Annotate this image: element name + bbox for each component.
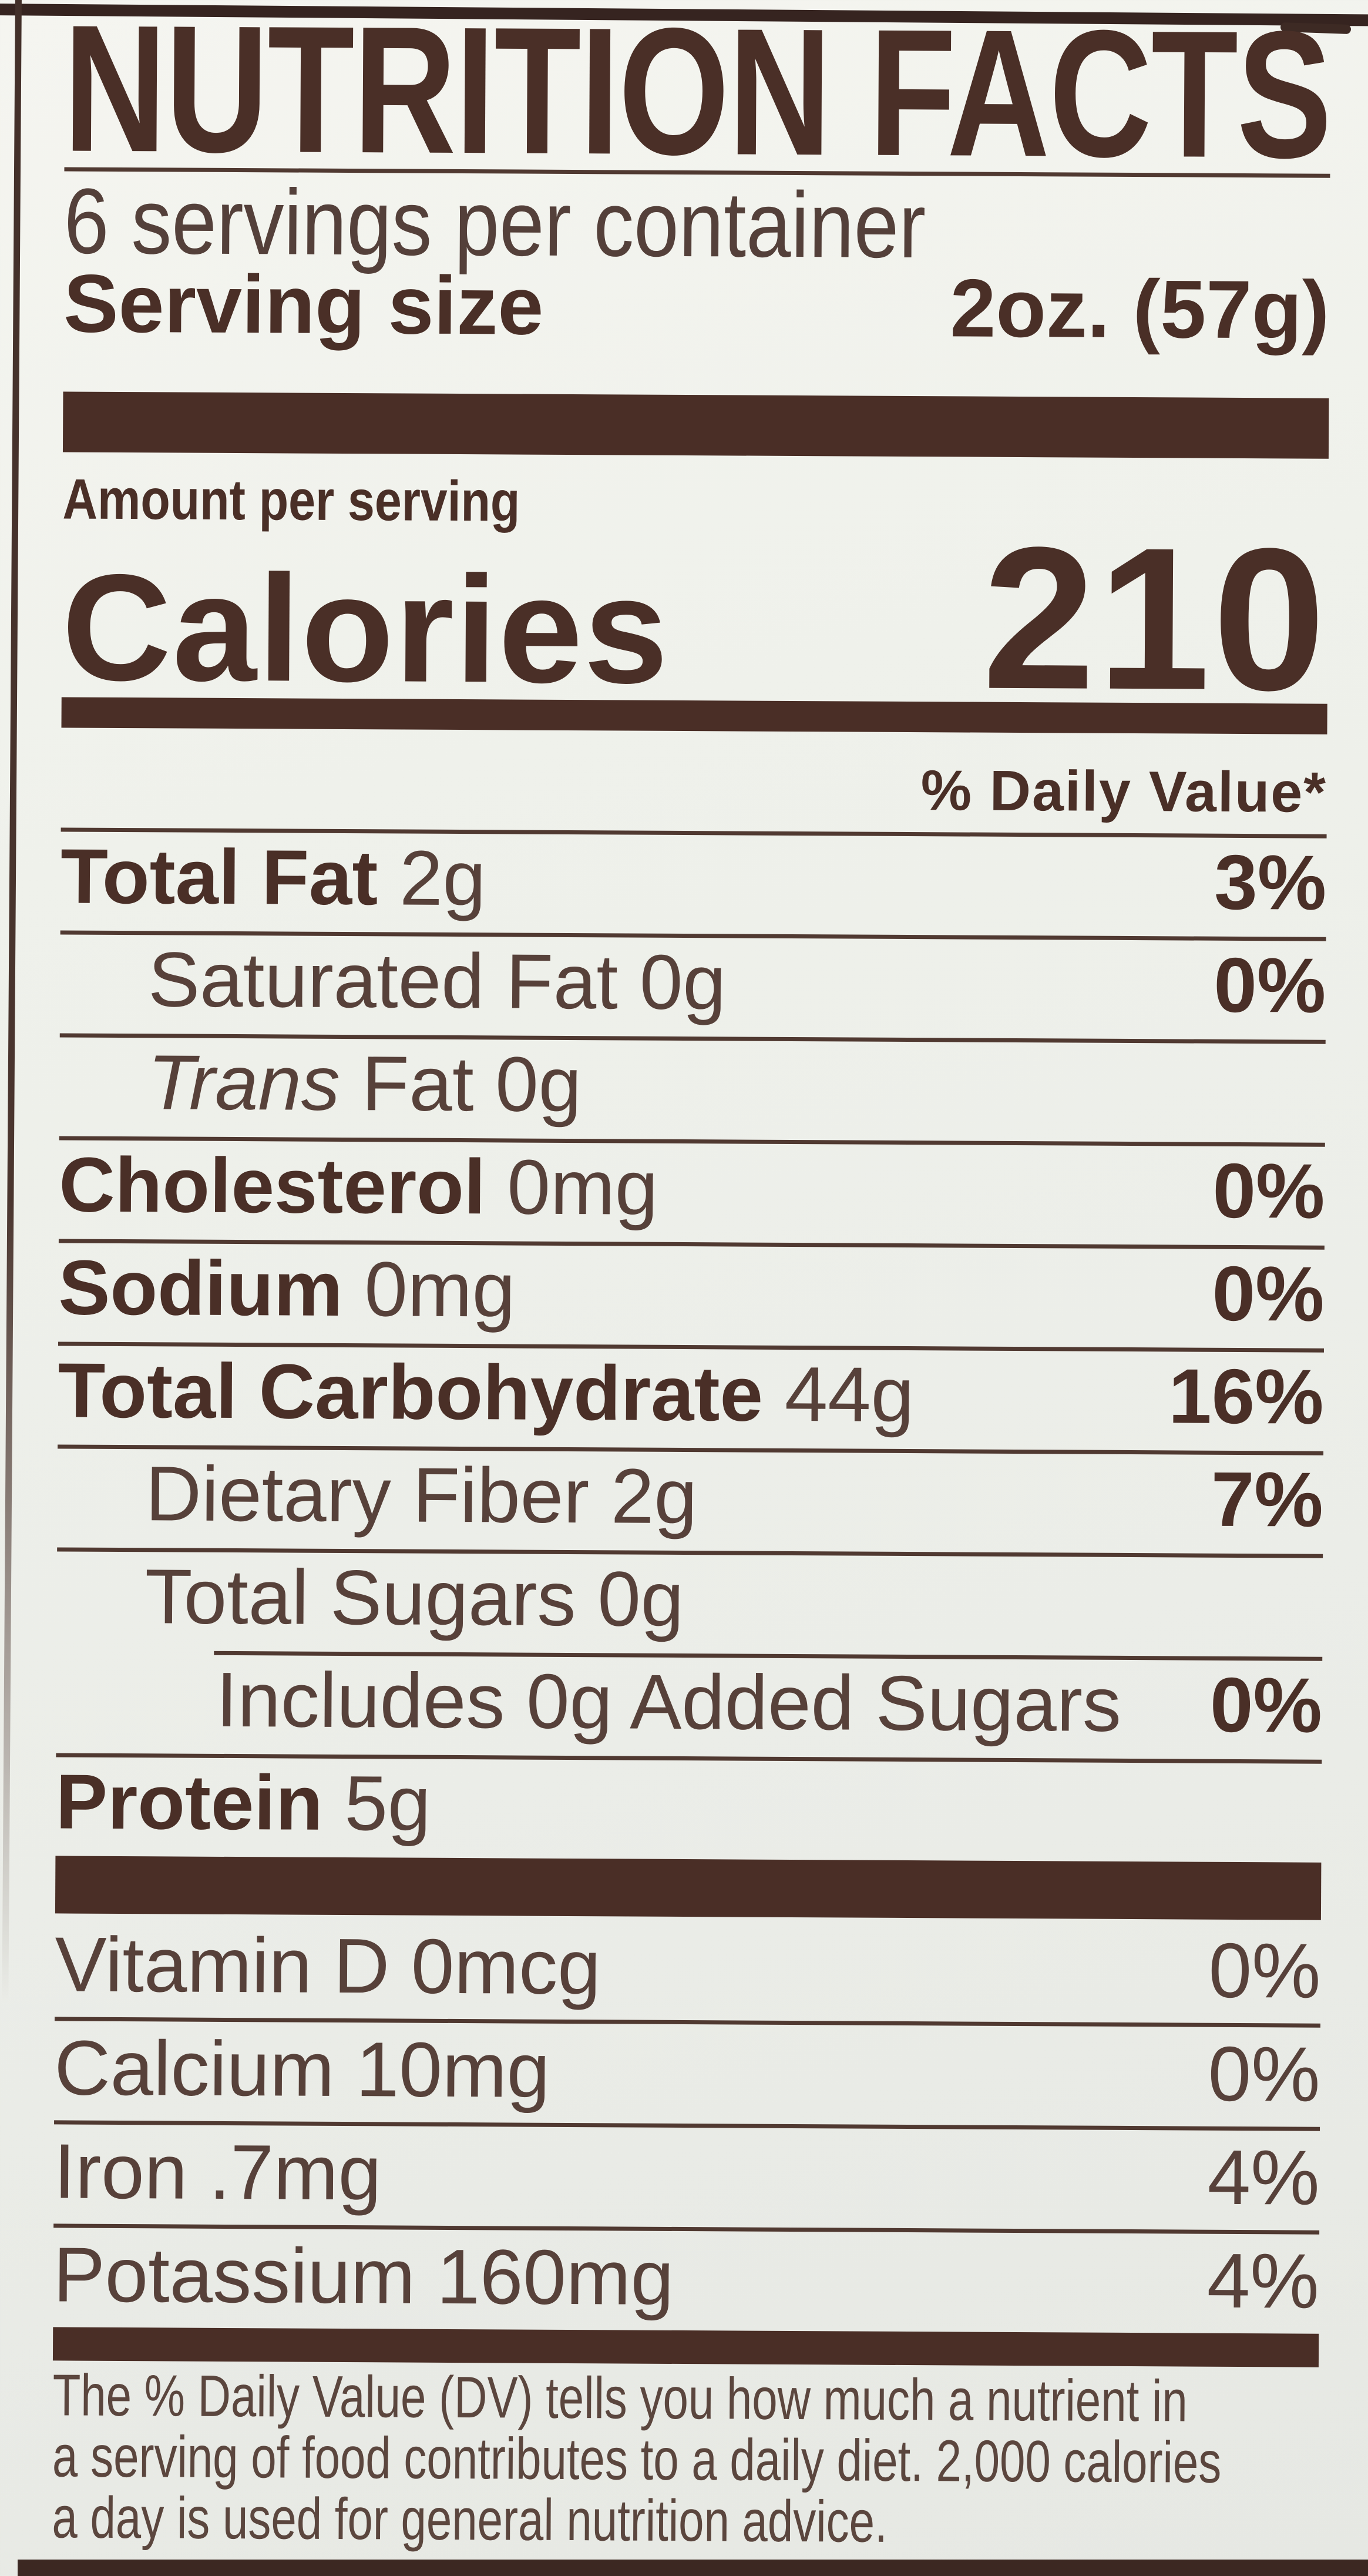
nutrient-amount: 0g [639,938,727,1026]
thick-separator-bar [62,391,1329,459]
nutrient-amount: 0g [597,1555,684,1643]
nutrient-table: Total Fat 2g 3% Saturated Fat 0g 0% Tran… [55,827,1327,1863]
footnote-line: The % Daily Value (DV) tells you how muc… [52,2362,1188,2434]
serving-size-value: 2oz. (57g) [950,261,1330,356]
micronutrient-table: Vitamin D 0mcg 0% Calcium 10mg 0% Iron .… [53,1913,1321,2334]
nutrient-daily-value: 3% [1214,838,1327,926]
nutrient-name: Sodium [58,1244,343,1332]
nutrient-amount: 2g [399,834,486,922]
table-row-dietary-fiber: Dietary Fiber 2g 7% [57,1444,1324,1554]
nutrient-name: Total Fat [60,833,378,921]
footnote-line: a serving of food contributes to a daily… [52,2423,1222,2496]
daily-value-header: % Daily Value* [920,758,1327,824]
table-row-total-sugars: Total Sugars 0g [56,1547,1323,1657]
table-row-total-fat: Total Fat 2g 3% [60,827,1327,937]
nutrient-amount: 0mg [364,1246,516,1333]
nutrient-amount: 44g [784,1350,915,1438]
table-row-cholesterol: Cholesterol 0mg 0% [58,1136,1325,1246]
nutrient-daily-value: 0% [1212,1147,1325,1235]
table-row-added-sugars: Includes 0g Added Sugars 0% [56,1650,1323,1759]
micronutrient-name: Vitamin D 0mcg [55,1921,601,2011]
nutrient-daily-value: 0% [1212,1250,1325,1337]
label-title-svg: NUTRITION FACTS [63,4,1332,186]
table-row-potassium: Potassium 160mg 4% [53,2223,1320,2334]
table-row-total-carbohydrate: Total Carbohydrate 44g 16% [58,1341,1324,1451]
nutrient-daily-value: 7% [1211,1455,1324,1543]
table-row-saturated-fat: Saturated Fat 0g 0% [59,930,1326,1040]
nutrient-name: Cholesterol [59,1141,486,1230]
micronutrient-name: Potassium 160mg [53,2231,674,2321]
table-row-iron: Iron .7mg 4% [53,2120,1320,2230]
thick-separator-bar [52,2327,1319,2367]
nutrient-name: Total Carbohydrate [58,1347,764,1437]
nutrient-daily-value: 0% [1209,1661,1323,1749]
micronutrient-daily-value: 4% [1207,2134,1320,2221]
page-title: NUTRITION FACTS [63,4,1332,186]
nutrient-amount: 0mg [507,1143,658,1231]
nutrient-name: Dietary Fiber [145,1450,590,1539]
nutrient-daily-value: 0% [1214,941,1326,1029]
nutrient-name: Total Sugars [144,1553,576,1642]
calories-label: Calories [61,542,670,715]
nutrient-daily-value: 16% [1168,1353,1324,1440]
micronutrient-daily-value: 4% [1206,2237,1320,2325]
nutrient-name: Saturated Fat [147,936,619,1025]
serving-size-row: Serving size 2oz. (57g) [63,257,1330,356]
table-row-protein: Protein 5g [55,1753,1322,1863]
table-row-calcium: Calcium 10mg 0% [54,2017,1320,2127]
calories-row: Calories 210 [61,484,1329,733]
table-row-vitamin-d: Vitamin D 0mcg 0% [55,1913,1321,2023]
table-row-trans-fat: Trans Fat 0g [59,1033,1326,1143]
nutrient-name: Protein [55,1758,324,1846]
micronutrient-daily-value: 0% [1208,2030,1320,2118]
daily-value-footnote: The % Daily Value (DV) tells you how muc… [52,2362,1320,2555]
nutrient-name: Includes 0g Added Sugars [216,1656,1122,1747]
nutrient-amount: 5g [344,1760,431,1847]
calories-separator-bar [61,697,1327,734]
calories-value: 210 [982,505,1329,733]
micronutrient-name: Iron .7mg [53,2128,382,2216]
nutrient-name-italic: Trans [147,1039,341,1126]
footnote-line: a day is used for general nutrition advi… [52,2484,888,2555]
micronutrient-daily-value: 0% [1208,1927,1321,2014]
thick-separator-bar [55,1856,1322,1920]
nutrient-name-rest: Fat 0g [361,1040,582,1128]
micronutrient-name: Calcium 10mg [54,2024,550,2114]
serving-size-label: Serving size [63,257,544,352]
table-row-sodium: Sodium 0mg 0% [58,1239,1325,1349]
nutrient-amount: 2g [610,1453,698,1540]
label-bottom-edge [18,2560,1368,2576]
